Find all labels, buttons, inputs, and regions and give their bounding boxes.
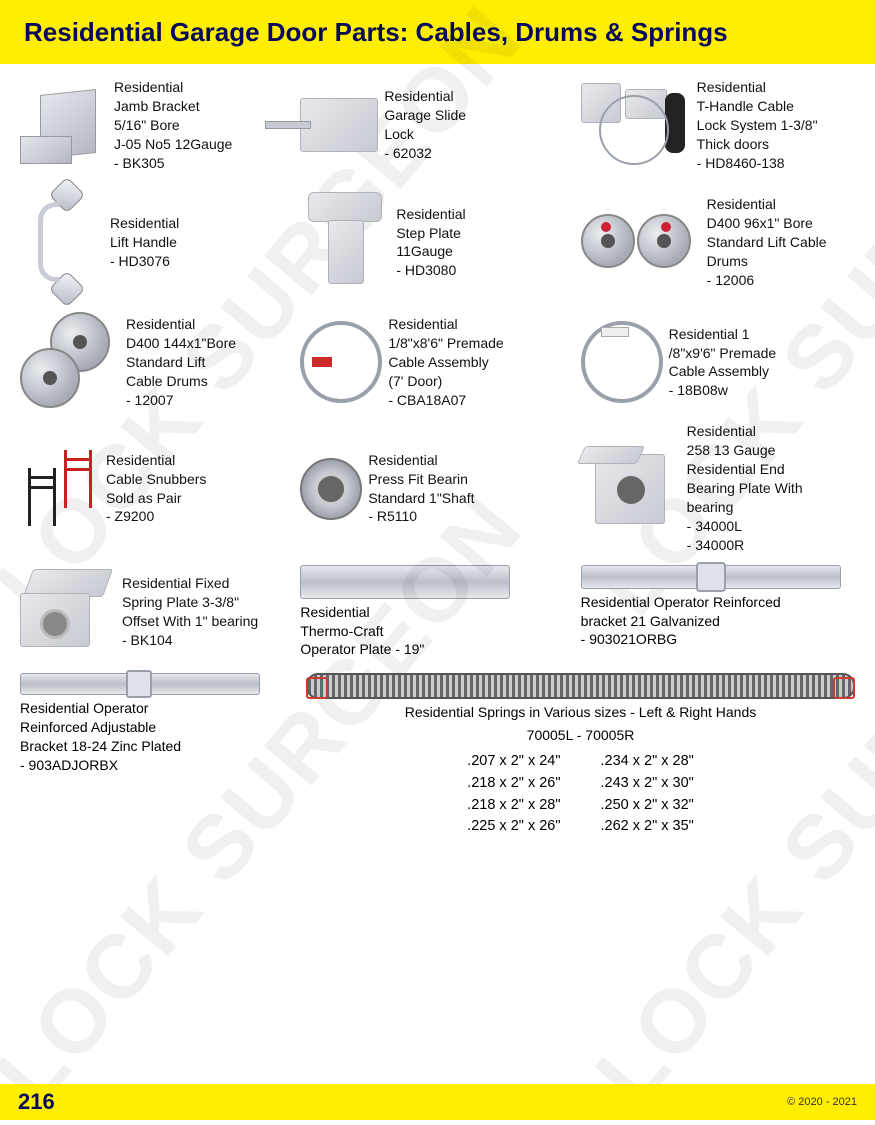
copyright: © 2020 - 2021 <box>787 1096 857 1108</box>
product-image-springplate <box>20 569 116 655</box>
product-text: ResidentialStep Plate 11Gauge- HD3080 <box>390 205 465 281</box>
product-cell: Residential FixedSpring Plate 3-3/8" Off… <box>20 565 294 660</box>
product-cell: ResidentialJamb Bracket 5/16" BoreJ-05 N… <box>20 78 294 172</box>
springs-sizes-left: .207 x 2" x 24" .218 x 2" x 26" .218 x 2… <box>467 751 560 838</box>
product-image-thandlekit <box>581 83 691 167</box>
product-image-adjustablebracket <box>20 673 260 695</box>
product-text: Residential 1/8"x9'6" Premade Cable Asse… <box>663 325 777 401</box>
product-cell: ResidentialD400 96x1" Bore Standard Lift… <box>581 182 855 302</box>
product-image-cable <box>581 321 663 403</box>
springs-title: Residential Springs in Various sizes - L… <box>306 703 855 722</box>
product-cell: Residential Thermo-Craft Operator Plate … <box>300 565 574 660</box>
page-footer: 216 © 2020 - 2021 <box>0 1084 875 1120</box>
product-cell: ResidentialD400 144x1"Bore Standard Lift… <box>20 312 294 412</box>
product-text: Residential FixedSpring Plate 3-3/8" Off… <box>116 574 258 650</box>
product-text: ResidentialD400 96x1" Bore Standard Lift… <box>701 195 827 289</box>
product-image-bracket <box>20 88 108 162</box>
product-cell: Residential Operator Reinforced bracket … <box>581 565 855 660</box>
product-cell-springs: Residential Springs in Various sizes - L… <box>306 673 855 838</box>
product-image-spring <box>306 673 855 699</box>
product-cell: Residential 1/8"x9'6" Premade Cable Asse… <box>581 312 855 412</box>
springs-codes: 70005L - 70005R <box>306 726 855 745</box>
product-image-operatorplate <box>300 565 510 599</box>
product-image-drums <box>20 312 120 412</box>
product-text: Residential Operator Reinforced Adjustab… <box>20 699 181 775</box>
product-image-reinforcedbracket <box>581 565 841 589</box>
product-text: Residential1/8"x8'6" Premade Cable Assem… <box>382 315 503 409</box>
product-image-cable <box>300 321 382 403</box>
product-cell: ResidentialGarage Slide Lock- 62032 <box>300 78 574 172</box>
product-image-slidelock <box>300 98 378 152</box>
product-text: Residential258 13 Gauge Residential EndB… <box>681 422 803 554</box>
page-number: 216 <box>18 1089 55 1115</box>
product-text: ResidentialD400 144x1"Bore Standard Lift… <box>120 315 236 409</box>
springs-sizes-table: .207 x 2" x 24" .218 x 2" x 26" .218 x 2… <box>306 751 855 838</box>
page-header: Residential Garage Door Parts: Cables, D… <box>0 0 875 64</box>
product-text: ResidentialGarage Slide Lock- 62032 <box>378 87 466 163</box>
product-text: ResidentialT-Handle Cable Lock System 1-… <box>691 78 818 172</box>
product-image-bearing <box>300 458 362 520</box>
catalog-content: ResidentialJamb Bracket 5/16" BoreJ-05 N… <box>0 64 875 858</box>
product-image-snubbers <box>20 450 100 528</box>
product-image-endplate <box>581 446 681 532</box>
product-cell: Residential258 13 Gauge Residential EndB… <box>581 422 855 554</box>
springs-sizes-right: .234 x 2" x 28" .243 x 2" x 30" .250 x 2… <box>601 751 694 838</box>
product-text: Residential Thermo-Craft Operator Plate … <box>300 603 424 660</box>
product-text: ResidentialCable Snubbers Sold as Pair- … <box>100 451 206 527</box>
product-cell: ResidentialCable Snubbers Sold as Pair- … <box>20 422 294 554</box>
product-text: Residential Operator Reinforced bracket … <box>581 593 781 650</box>
product-cell: ResidentialLift Handle - HD3076 <box>20 182 294 302</box>
product-cell: Residential Operator Reinforced Adjustab… <box>20 673 300 838</box>
product-text: ResidentialPress Fit Bearin Standard 1"S… <box>362 451 474 527</box>
product-cell: Residential1/8"x8'6" Premade Cable Assem… <box>300 312 574 412</box>
product-text: ResidentialJamb Bracket 5/16" BoreJ-05 N… <box>108 78 232 172</box>
product-cell: ResidentialT-Handle Cable Lock System 1-… <box>581 78 855 172</box>
product-text: ResidentialLift Handle - HD3076 <box>104 214 179 271</box>
product-cell: ResidentialStep Plate 11Gauge- HD3080 <box>300 182 574 302</box>
product-image-stepplate <box>300 192 390 292</box>
product-cell: ResidentialPress Fit Bearin Standard 1"S… <box>300 422 574 554</box>
product-image-handle <box>20 182 104 302</box>
product-image-drums <box>581 202 701 282</box>
page-title: Residential Garage Door Parts: Cables, D… <box>24 17 728 48</box>
